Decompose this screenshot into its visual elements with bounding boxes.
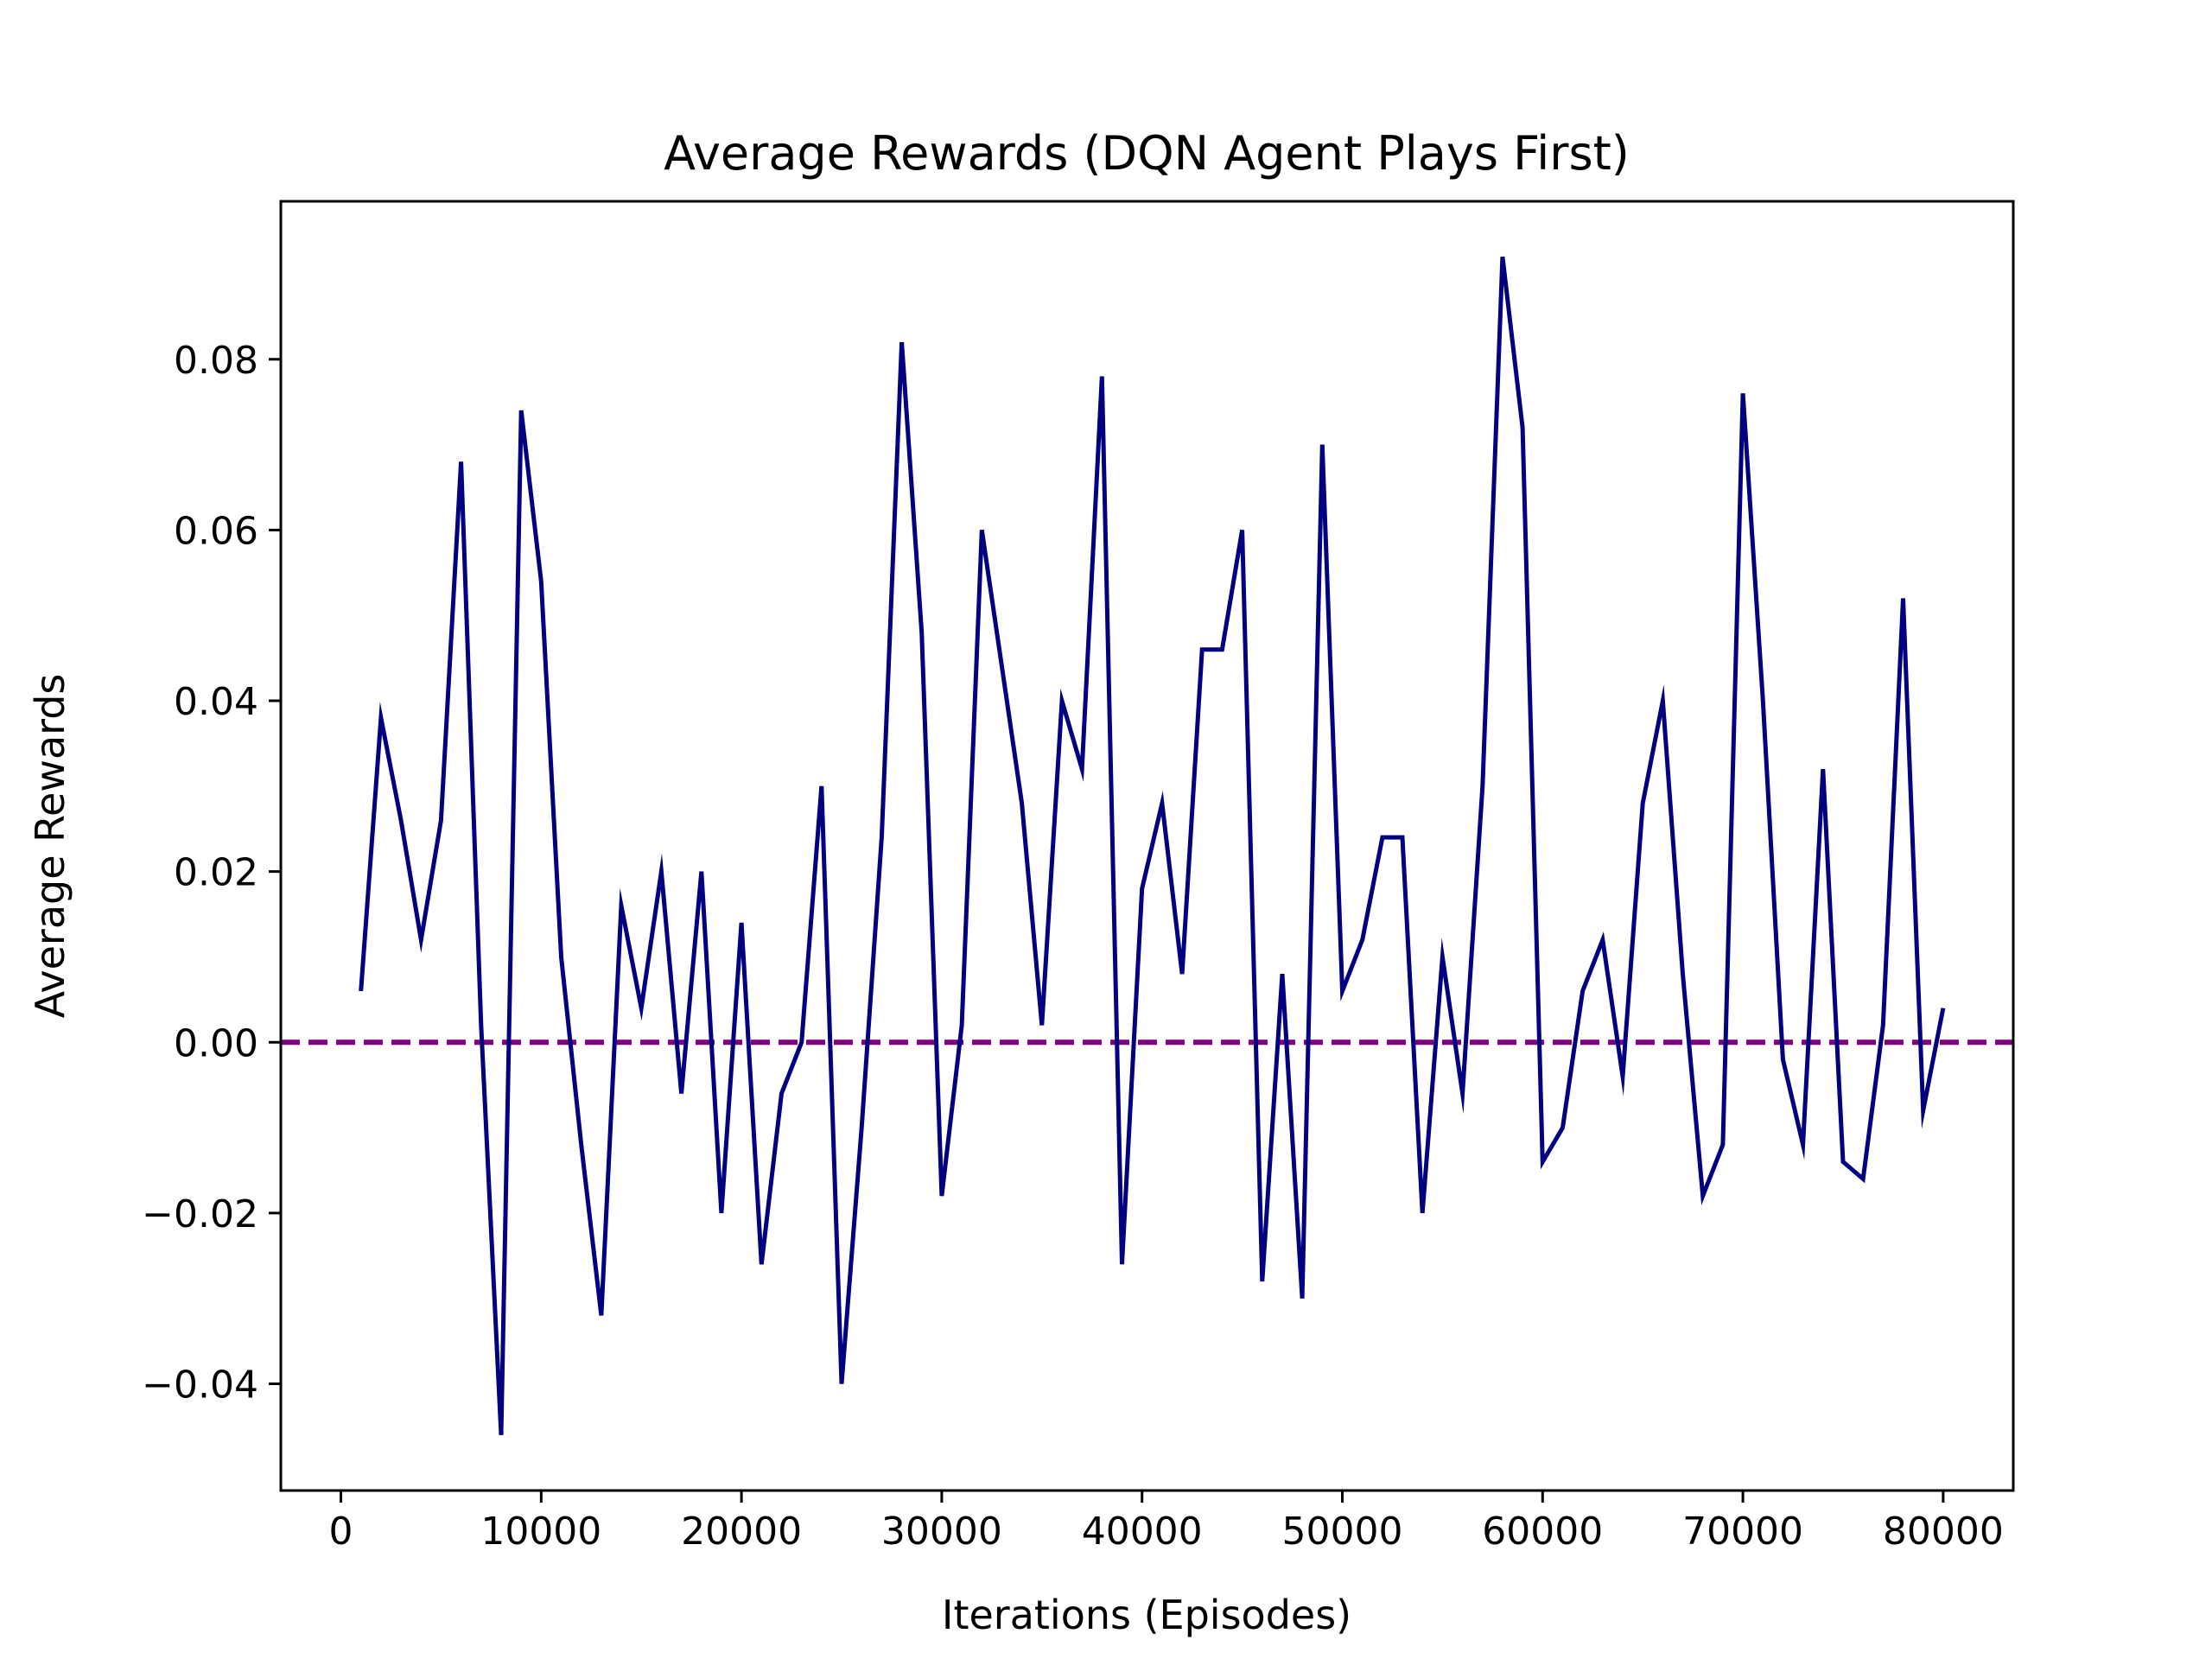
series-line-0 xyxy=(359,256,1946,1435)
series-layer xyxy=(359,256,1946,1435)
y-axis: −0.04 −0.02 0.00 0.02 0.04 0.06 0.08 xyxy=(142,339,281,1407)
chart-title: Average Rewards (DQN Agent Plays First) xyxy=(664,126,1630,181)
x-axis: 0 10000 20000 30000 40000 50000 60000 70000 8000… xyxy=(329,1491,2004,1554)
x-tick-label: 60000 xyxy=(1482,1510,1603,1554)
y-axis-label: Average Rewards xyxy=(27,674,73,1019)
x-tick-label: 30000 xyxy=(881,1510,1002,1554)
y-tick-label: −0.02 xyxy=(142,1192,258,1236)
y-tick-label: 0.06 xyxy=(174,509,258,553)
y-tick-label: 0.04 xyxy=(174,680,258,724)
y-tick-label: 0.08 xyxy=(174,339,258,383)
x-tick-label: 10000 xyxy=(480,1510,601,1554)
x-tick-label: 70000 xyxy=(1682,1510,1803,1554)
x-axis-label: Iterations (Episodes) xyxy=(942,1592,1351,1638)
y-tick-label: 0.00 xyxy=(174,1021,258,1065)
x-tick-label: 40000 xyxy=(1082,1510,1203,1554)
x-tick-label: 50000 xyxy=(1282,1510,1403,1554)
y-tick-label: −0.04 xyxy=(142,1363,258,1407)
y-tick-label: 0.02 xyxy=(174,851,258,895)
x-tick-label: 0 xyxy=(329,1510,353,1554)
x-tick-label: 80000 xyxy=(1883,1510,2004,1554)
x-tick-label: 20000 xyxy=(681,1510,802,1554)
axes-frame xyxy=(279,200,2015,1492)
